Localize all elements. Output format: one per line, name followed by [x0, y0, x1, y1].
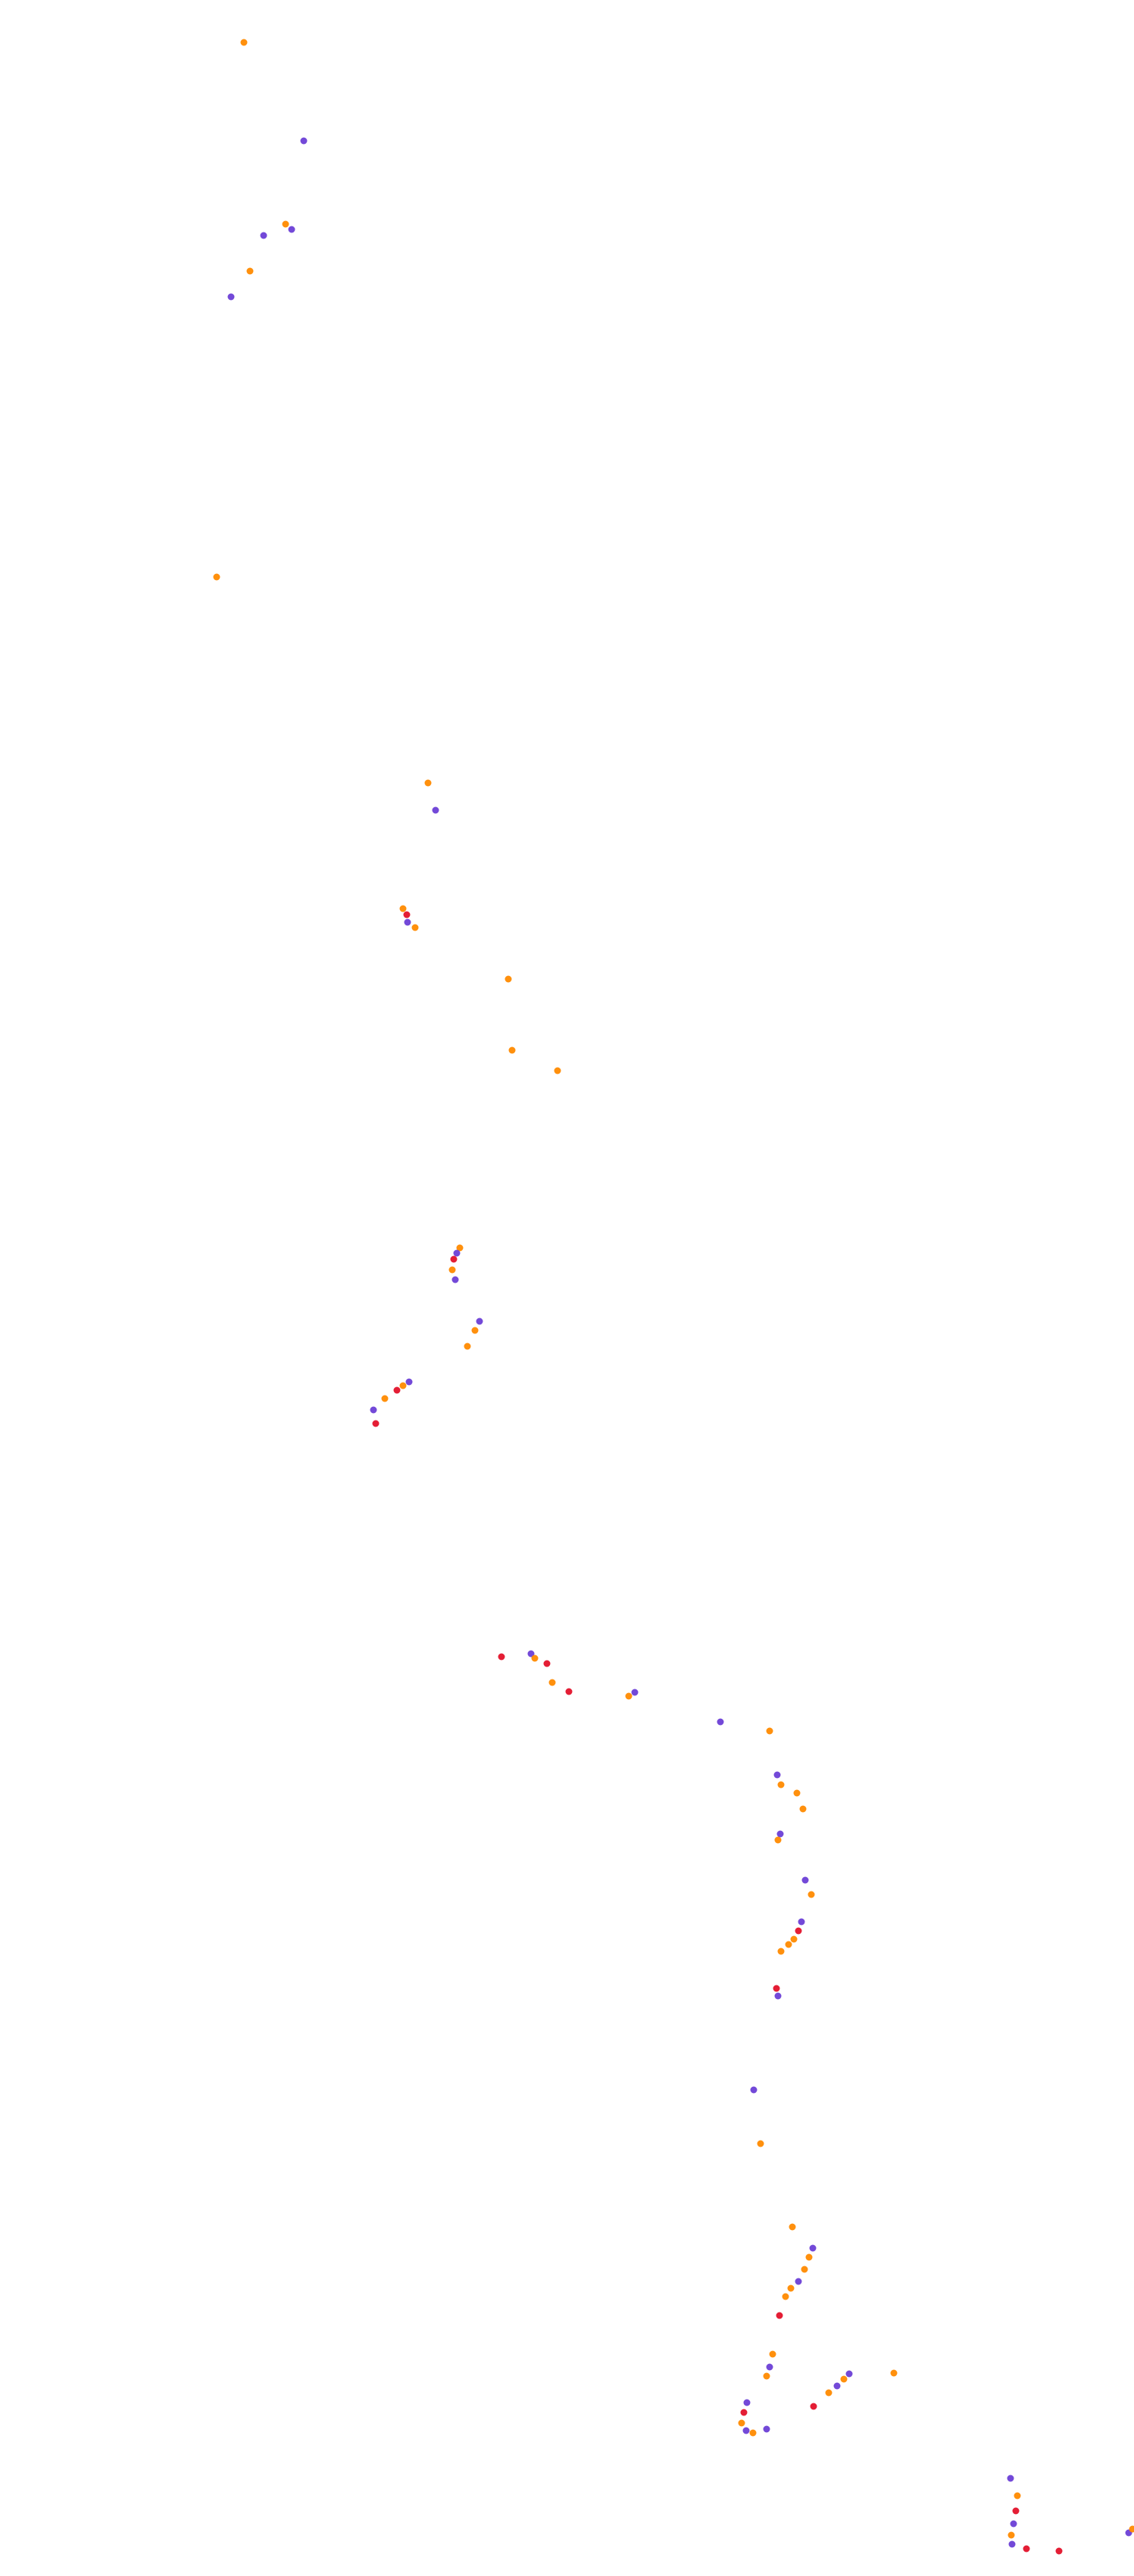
map-point-65 — [782, 2293, 789, 2300]
map-point-11 — [399, 905, 407, 912]
map-point-14 — [411, 924, 419, 931]
map-point-76 — [810, 2403, 817, 2410]
map-point-32 — [498, 1653, 505, 1661]
map-point-47 — [774, 1836, 782, 1844]
map-point-43 — [777, 1781, 785, 1789]
map-point-53 — [785, 1941, 792, 1948]
map-point-91 — [1129, 2525, 1134, 2533]
map-point-9 — [424, 779, 432, 787]
map-point-17 — [554, 1067, 561, 1074]
map-point-6 — [246, 267, 254, 275]
map-point-79 — [840, 2375, 848, 2383]
map-point-44 — [793, 1789, 801, 1797]
map-point-23 — [476, 1318, 483, 1325]
map-point-30 — [370, 1406, 377, 1414]
map-point-45 — [799, 1805, 807, 1813]
map-point-74 — [749, 2429, 757, 2437]
map-point-73 — [742, 2427, 750, 2434]
map-point-3 — [260, 232, 267, 239]
map-point-69 — [763, 2372, 770, 2380]
map-point-27 — [399, 1382, 407, 1389]
map-point-57 — [750, 2086, 758, 2094]
map-point-63 — [795, 2278, 802, 2285]
map-point-85 — [1010, 2520, 1017, 2528]
map-point-8 — [213, 573, 220, 581]
map-point-51 — [795, 1927, 802, 1935]
map-point-12 — [403, 911, 411, 918]
map-point-35 — [543, 1660, 551, 1667]
map-point-15 — [505, 975, 512, 983]
map-point-38 — [625, 1692, 633, 1700]
map-point-70 — [743, 2399, 751, 2406]
map-point-13 — [404, 918, 411, 926]
map-point-24 — [471, 1327, 479, 1334]
map-point-34 — [531, 1654, 539, 1662]
map-point-37 — [565, 1688, 573, 1695]
map-point-2 — [300, 137, 308, 145]
map-point-7 — [227, 293, 235, 301]
map-point-56 — [774, 1992, 782, 2000]
map-point-18 — [456, 1244, 464, 1252]
map-point-48 — [801, 1876, 809, 1884]
map-point-71 — [740, 2409, 748, 2416]
map-point-50 — [798, 1918, 805, 1926]
map-point-20 — [450, 1255, 458, 1263]
map-point-49 — [808, 1891, 815, 1898]
map-point-61 — [805, 2253, 813, 2261]
map-point-64 — [787, 2284, 795, 2292]
map-point-84 — [1012, 2507, 1020, 2515]
map-point-72 — [738, 2419, 745, 2427]
map-point-33 — [527, 1650, 535, 1658]
map-point-80 — [845, 2370, 853, 2378]
map-point-55 — [773, 1985, 780, 1992]
map-point-52 — [790, 1935, 798, 1943]
map-point-68 — [766, 2363, 773, 2371]
map-point-16 — [508, 1046, 516, 1054]
map-point-83 — [1014, 2492, 1021, 2500]
map-point-10 — [432, 806, 439, 814]
map-point-82 — [1007, 2475, 1014, 2482]
map-point-28 — [393, 1386, 401, 1394]
map-point-26 — [405, 1378, 413, 1386]
map-point-62 — [801, 2266, 808, 2273]
map-point-22 — [451, 1276, 459, 1283]
map-point-67 — [769, 2350, 776, 2358]
map-point-41 — [766, 1727, 773, 1735]
map-point-54 — [777, 1948, 785, 1955]
map-point-60 — [809, 2244, 817, 2252]
map-point-40 — [717, 1718, 724, 1726]
map-point-31 — [372, 1420, 380, 1427]
map-point-25 — [464, 1343, 471, 1350]
map-point-66 — [776, 2312, 783, 2319]
map-point-81 — [890, 2369, 898, 2377]
map-point-42 — [773, 1771, 781, 1779]
map-point-29 — [381, 1395, 389, 1402]
map-point-77 — [825, 2389, 833, 2397]
map-point-88 — [1023, 2545, 1030, 2553]
map-point-19 — [453, 1249, 461, 1257]
map-point-58 — [757, 2140, 764, 2147]
map-point-5 — [288, 226, 295, 233]
map-point-86 — [1007, 2531, 1015, 2539]
map-point-36 — [548, 1679, 556, 1686]
map-point-46 — [776, 1830, 784, 1838]
map-point-75 — [763, 2425, 770, 2433]
map-point-1 — [240, 39, 248, 46]
map-point-89 — [1055, 2547, 1063, 2555]
map-point-59 — [789, 2223, 796, 2231]
map-point-21 — [448, 1266, 456, 1274]
map-point-39 — [631, 1689, 639, 1696]
map-point-87 — [1008, 2540, 1016, 2548]
map-point-4 — [282, 220, 289, 228]
map-point-78 — [833, 2382, 841, 2390]
